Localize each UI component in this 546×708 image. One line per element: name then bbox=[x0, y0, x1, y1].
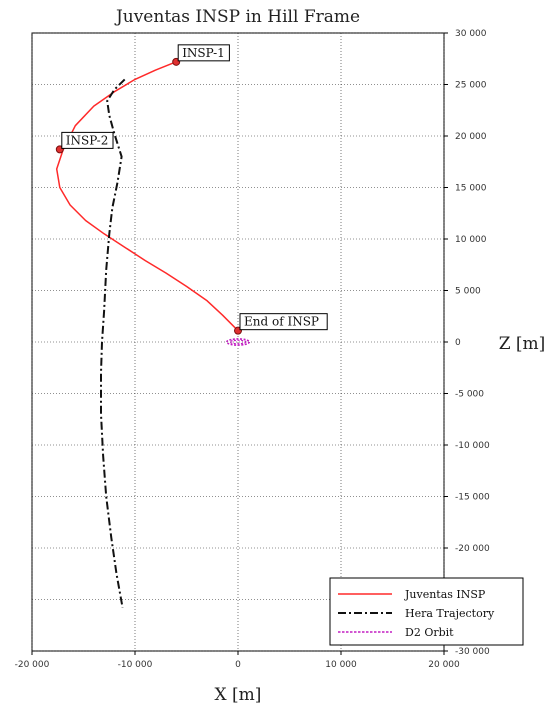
y-tick-label: 25 000 bbox=[455, 81, 487, 91]
y-tick-label: -15 000 bbox=[455, 493, 490, 503]
x-tick-label: -20 000 bbox=[15, 660, 50, 670]
series-line-juventas-insp bbox=[55, 61, 239, 332]
y-tick-label: 30 000 bbox=[455, 29, 487, 39]
y-tick-label: -30 000 bbox=[455, 647, 490, 657]
series-ellipse-d2-orbit bbox=[225, 338, 251, 346]
legend-label: D2 Orbit bbox=[405, 626, 454, 639]
annotation-label: INSP-2 bbox=[66, 133, 109, 147]
annotation-box bbox=[239, 313, 328, 331]
y-tick-label: 5 000 bbox=[455, 287, 481, 297]
y-tick-label: 15 000 bbox=[455, 184, 487, 194]
y-tick-label: -5 000 bbox=[455, 390, 484, 400]
x-axis: -20 000 -10 000 0 10 000 20 000 bbox=[15, 651, 460, 670]
y-tick-label: 10 000 bbox=[455, 235, 487, 245]
x-tick-label: 20 000 bbox=[428, 660, 460, 670]
series-ellipse-d2-orbit-inner bbox=[229, 339, 247, 345]
annotation-label: End of INSP bbox=[244, 315, 319, 329]
legend-box bbox=[329, 577, 524, 646]
x-tick-label: -10 000 bbox=[118, 660, 153, 670]
annotation-box bbox=[61, 131, 114, 149]
y-tick-label: -20 000 bbox=[455, 544, 490, 554]
x-tick-label: 10 000 bbox=[325, 660, 357, 670]
y-tick-label: 20 000 bbox=[455, 132, 487, 142]
series-layer bbox=[55, 61, 251, 608]
annotation-layer: INSP-1 INSP-2 End of INSP bbox=[55, 44, 328, 335]
annotation-label: INSP-1 bbox=[182, 46, 225, 60]
series-line-hera-trajectory bbox=[100, 78, 126, 608]
legend: Juventas INSP Hera Trajectory D2 Orbit bbox=[329, 577, 524, 646]
y-tick-label: -10 000 bbox=[455, 441, 490, 451]
legend-label: Hera Trajectory bbox=[405, 607, 495, 620]
legend-label: Juventas INSP bbox=[404, 588, 486, 601]
y-tick-label: 0 bbox=[455, 338, 461, 348]
x-tick-label: 0 bbox=[235, 660, 241, 670]
y-axis: 30 000 25 000 20 000 15 000 10 000 5 000 0 -5 0… bbox=[444, 29, 490, 657]
annotation-box bbox=[177, 44, 230, 62]
y-axis-title: Z [m] bbox=[499, 334, 546, 354]
chart-title: Juventas INSP in Hill Frame bbox=[114, 7, 360, 27]
x-axis-title: X [m] bbox=[215, 685, 262, 705]
